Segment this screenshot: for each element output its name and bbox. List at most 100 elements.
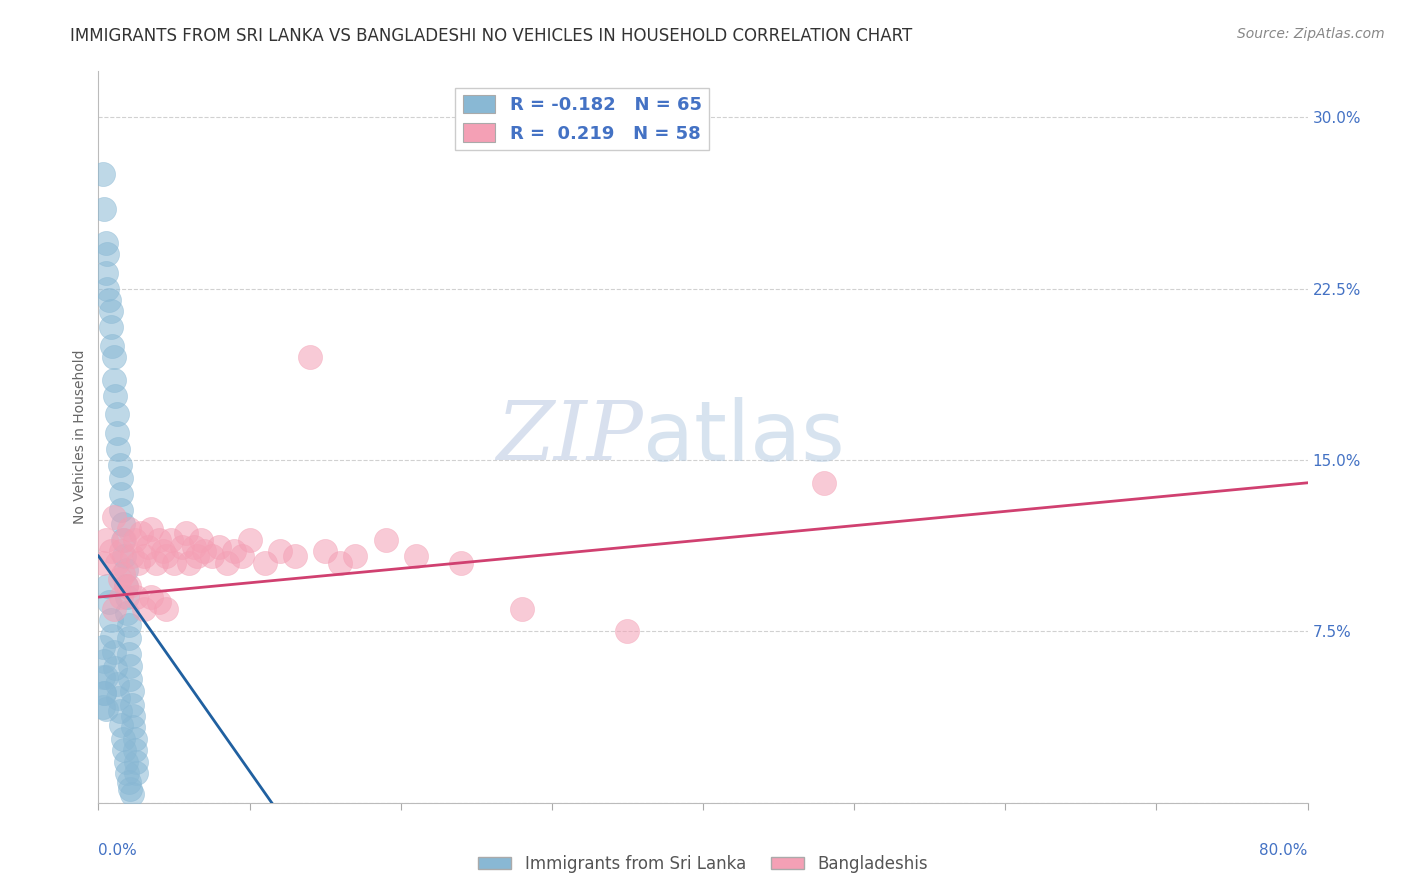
Point	[98, 595, 121, 609]
Point	[136, 540, 159, 554]
Point	[93, 686, 115, 700]
Point	[91, 167, 114, 181]
Point	[108, 705, 131, 719]
Point	[94, 702, 117, 716]
Point	[93, 202, 115, 216]
Point	[253, 556, 276, 570]
Point	[145, 556, 167, 570]
Point	[91, 699, 114, 714]
Point	[155, 601, 177, 615]
Point	[121, 549, 143, 563]
Point	[101, 338, 124, 352]
Point	[125, 755, 148, 769]
Point	[120, 658, 142, 673]
Point	[186, 549, 208, 563]
Point	[110, 544, 132, 558]
Point	[105, 407, 128, 421]
Point	[284, 549, 307, 563]
Point	[125, 766, 148, 780]
Point	[405, 549, 427, 563]
Point	[103, 510, 125, 524]
Point	[329, 556, 352, 570]
Point	[183, 540, 205, 554]
Point	[108, 572, 131, 586]
Point	[107, 690, 129, 705]
Point	[215, 556, 238, 570]
Point	[141, 590, 163, 604]
Point	[111, 567, 134, 582]
Point	[107, 442, 129, 456]
Point	[127, 556, 149, 570]
Point	[374, 533, 396, 547]
Point	[94, 235, 117, 250]
Point	[100, 544, 122, 558]
Point	[208, 540, 231, 554]
Point	[163, 556, 186, 570]
Point	[450, 556, 472, 570]
Point	[190, 533, 212, 547]
Point	[141, 521, 163, 535]
Point	[105, 677, 128, 691]
Point	[510, 601, 533, 615]
Point	[118, 521, 141, 535]
Point	[114, 755, 136, 769]
Point	[91, 556, 114, 570]
Point	[112, 533, 135, 547]
Point	[120, 673, 142, 687]
Text: 0.0%: 0.0%	[98, 843, 138, 858]
Point	[91, 670, 114, 684]
Point	[239, 533, 262, 547]
Point	[110, 590, 132, 604]
Point	[124, 731, 146, 746]
Point	[110, 471, 132, 485]
Point	[96, 247, 118, 261]
Text: atlas: atlas	[643, 397, 844, 477]
Point	[118, 647, 141, 661]
Point	[115, 606, 138, 620]
Point	[125, 590, 148, 604]
Point	[96, 579, 118, 593]
Point	[115, 590, 138, 604]
Point	[193, 544, 215, 558]
Point	[101, 629, 124, 643]
Point	[94, 670, 117, 684]
Legend: R = -0.182   N = 65, R =  0.219   N = 58: R = -0.182 N = 65, R = 0.219 N = 58	[456, 87, 709, 150]
Point	[110, 503, 132, 517]
Point	[344, 549, 367, 563]
Point	[160, 533, 183, 547]
Point	[93, 686, 115, 700]
Point	[813, 475, 835, 490]
Point	[155, 549, 177, 563]
Point	[121, 698, 143, 712]
Point	[114, 579, 136, 593]
Point	[110, 487, 132, 501]
Point	[148, 533, 170, 547]
Point	[108, 458, 131, 472]
Point	[112, 743, 135, 757]
Point	[120, 782, 142, 797]
Point	[616, 624, 638, 639]
Point	[132, 549, 155, 563]
Y-axis label: No Vehicles in Household: No Vehicles in Household	[73, 350, 87, 524]
Text: Source: ZipAtlas.com: Source: ZipAtlas.com	[1237, 27, 1385, 41]
Point	[174, 526, 197, 541]
Point	[122, 720, 145, 734]
Point	[118, 579, 141, 593]
Point	[105, 425, 128, 440]
Point	[93, 654, 115, 668]
Point	[94, 266, 117, 280]
Point	[91, 640, 114, 655]
Point	[104, 389, 127, 403]
Point	[114, 563, 136, 577]
Point	[121, 683, 143, 698]
Point	[201, 549, 224, 563]
Point	[104, 661, 127, 675]
Point	[103, 350, 125, 364]
Point	[100, 613, 122, 627]
Text: ZIP: ZIP	[496, 397, 643, 477]
Point	[98, 293, 121, 307]
Point	[132, 601, 155, 615]
Point	[115, 766, 138, 780]
Point	[111, 516, 134, 531]
Point	[110, 718, 132, 732]
